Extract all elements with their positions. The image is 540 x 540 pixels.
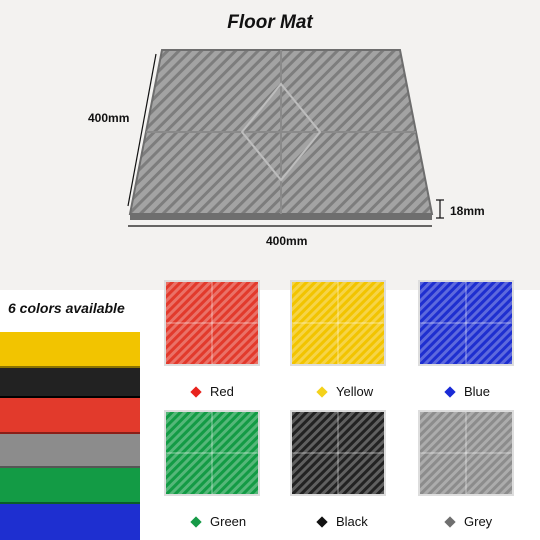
color-tile-black [290, 410, 386, 496]
color-caption-yellow: Yellow [316, 384, 374, 399]
color-tile-grey [418, 410, 514, 496]
color-caption-black: Black [316, 514, 368, 529]
page-title: Floor Mat [227, 12, 313, 33]
height-dimension-label: 400mm [88, 111, 130, 125]
color-name: Yellow [336, 384, 374, 399]
color-tile-green [164, 410, 260, 496]
dimension-lines [127, 53, 444, 227]
color-name: Grey [464, 514, 493, 529]
colors-available-label: 6 colors available [8, 300, 125, 316]
stacked-tiles-image [0, 332, 140, 540]
floor-mat-image [128, 49, 434, 220]
color-caption-blue: Blue [444, 384, 491, 399]
thickness-dimension-label: 18mm [450, 204, 485, 218]
diamond-marker-icon [190, 385, 202, 398]
color-tile-yellow [290, 280, 386, 366]
diamond-marker-icon [190, 515, 202, 528]
color-name: Blue [464, 384, 491, 399]
color-caption-grey: Grey [444, 514, 493, 529]
color-name: Black [336, 514, 368, 529]
color-caption-green: Green [190, 514, 247, 529]
diamond-marker-icon [444, 515, 456, 528]
diamond-marker-icon [316, 385, 328, 398]
width-dimension-label: 400mm [266, 234, 308, 248]
diamond-marker-icon [316, 515, 328, 528]
color-tile-blue [418, 280, 514, 366]
color-name: Red [210, 384, 234, 399]
color-tile-red [164, 280, 260, 366]
color-caption-red: Red [190, 384, 234, 399]
diamond-marker-icon [444, 385, 456, 398]
color-name: Green [210, 514, 247, 529]
